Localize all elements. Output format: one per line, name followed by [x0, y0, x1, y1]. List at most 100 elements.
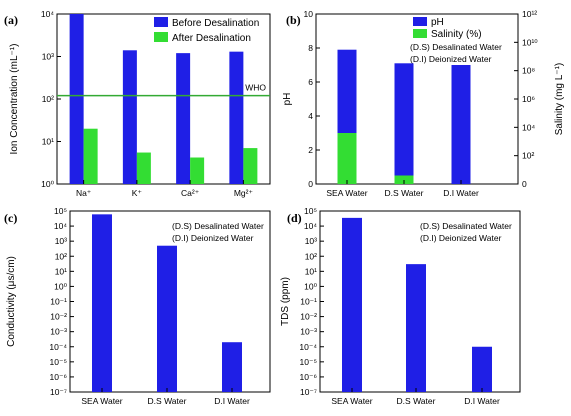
y-tick-label: 10⁻⁷ — [300, 387, 317, 397]
legend-note: (D.I) Deionized Water — [420, 233, 502, 243]
legend-label: Salinity (%) — [431, 29, 482, 40]
chart-c: 10⁻⁷ 10⁻⁶ 10⁻⁵ 10⁻⁴ 10⁻³ 10⁻² 10⁻¹ 10⁰ 10¹ 10² 10³… — [4, 206, 271, 406]
bar-after-3 — [243, 148, 258, 184]
y-tick-label: 10⁻⁵ — [300, 357, 317, 367]
y-axis-label: Conductivity (μs/cm) — [6, 256, 17, 347]
bar-0 — [92, 214, 112, 392]
legend-note: (D.S) Desalinated Water — [410, 42, 502, 52]
y2-tick-label: 10¹² — [522, 9, 537, 19]
legend-note: (D.I) Deionized Water — [410, 54, 492, 64]
y-tick-label: 10⁰ — [304, 281, 317, 291]
y-tick-label: 8 — [308, 43, 313, 53]
legend-swatch — [154, 17, 168, 27]
panel-label: (d) — [287, 211, 302, 225]
y-tick-label: 10⁻² — [50, 312, 67, 322]
x-tick-label: K⁺ — [132, 188, 143, 198]
y-tick-label: 2 — [308, 145, 313, 155]
who-label: WHO — [245, 83, 266, 93]
bar-before-3 — [229, 51, 244, 184]
bar-before-0 — [69, 14, 84, 184]
panel-label: (b) — [286, 13, 301, 27]
y-tick-label: 10⁻⁴ — [49, 342, 67, 352]
x-tick-label: D.S Water — [148, 396, 187, 406]
bar-2 — [222, 342, 242, 392]
y-tick-label: 10⁻¹ — [50, 297, 67, 307]
y-tick-label: 10⁰ — [41, 179, 54, 189]
x-tick-label: Na⁺ — [76, 188, 92, 198]
bar-ph-2 — [451, 65, 471, 184]
y-tick-label: 10¹ — [55, 266, 67, 276]
x-tick-label: D.I Water — [214, 396, 250, 406]
y-axis-label: Salinity (mg L⁻¹) — [554, 63, 565, 136]
y-tick-label: 4 — [308, 111, 313, 121]
y-tick-label: 10³ — [42, 52, 54, 62]
x-tick-label: Mg²⁺ — [234, 188, 254, 198]
y-tick-label: 10⁻⁶ — [300, 372, 317, 382]
x-tick-label: SEA Water — [326, 188, 367, 198]
y-tick-label: 10³ — [55, 236, 67, 246]
panel-label: (c) — [4, 211, 17, 225]
y-tick-label: 10⁻⁴ — [299, 342, 317, 352]
panel-label: (a) — [4, 13, 18, 27]
y-tick-label: 10² — [305, 251, 317, 261]
x-tick-label: Ca²⁺ — [181, 188, 200, 198]
y-tick-label: 0 — [308, 179, 313, 189]
y-tick-label: 10¹ — [42, 137, 54, 147]
bar-after-2 — [190, 157, 205, 184]
bar-before-1 — [122, 50, 137, 185]
legend-swatch — [413, 17, 427, 26]
legend-swatch — [413, 29, 427, 38]
x-tick-label: D.S Water — [385, 188, 424, 198]
y2-tick-label: 10² — [522, 151, 534, 161]
legend-label: pH — [431, 17, 444, 28]
bar-salinity-1 — [394, 175, 414, 184]
y-tick-label: 10 — [304, 9, 314, 19]
x-tick-label: D.S Water — [397, 396, 436, 406]
legend-note: (D.I) Deionized Water — [172, 233, 254, 243]
chart-d: 10⁻⁷ 10⁻⁶ 10⁻⁵ 10⁻⁴ 10⁻³ 10⁻² 10⁻¹ 10⁰ 10¹ 10² 10³… — [280, 206, 521, 406]
x-tick-label: SEA Water — [331, 396, 372, 406]
x-tick-label: D.I Water — [464, 396, 500, 406]
legend-note: (D.S) Desalinated Water — [420, 221, 512, 231]
y-tick-label: 10⁰ — [54, 281, 67, 291]
y-axis-label: TDS (ppm) — [280, 277, 291, 326]
y-tick-label: 10⁵ — [54, 206, 67, 216]
y-tick-label: 10⁻⁶ — [50, 372, 67, 382]
y-tick-label: 10³ — [305, 236, 317, 246]
legend-label: Before Desalination — [172, 18, 259, 29]
y-tick-label: 10⁻⁷ — [50, 387, 67, 397]
x-tick-label: D.I Water — [443, 188, 479, 198]
bar-salinity-0 — [337, 133, 357, 184]
bar-before-2 — [176, 53, 191, 184]
y-tick-label: 10¹ — [305, 266, 317, 276]
legend-label: After Desalination — [172, 33, 251, 44]
x-tick-label: SEA Water — [81, 396, 122, 406]
y-tick-label: 10⁴ — [304, 221, 317, 231]
bar-0 — [342, 217, 362, 392]
y-axis-label: pH — [282, 93, 293, 106]
y-tick-label: 10⁻⁵ — [50, 357, 67, 367]
bar-2 — [472, 346, 492, 392]
bar-after-0 — [83, 128, 98, 184]
chart-a: 10⁰ 10¹ 10² 10³ 10⁴ Na⁺ K⁺ Ca²⁺ Mg²⁺ WHO Before De… — [4, 9, 271, 198]
bar-ph-1 — [394, 63, 414, 184]
y-tick-label: 10⁻¹ — [300, 297, 317, 307]
y2-tick-label: 10⁶ — [522, 94, 535, 104]
y2-tick-label: 0 — [522, 179, 527, 189]
bar-1 — [406, 264, 426, 392]
bar-1 — [157, 245, 177, 392]
y-tick-label: 10⁻² — [300, 312, 317, 322]
legend-note: (D.S) Desalinated Water — [172, 221, 264, 231]
y-tick-label: 10⁻³ — [300, 327, 317, 337]
y2-tick-label: 10¹⁰ — [522, 37, 538, 47]
y-tick-label: 10⁴ — [41, 9, 54, 19]
y2-tick-label: 10⁸ — [522, 66, 535, 76]
y2-tick-label: 10⁴ — [522, 122, 535, 132]
y-axis-label: Ion Concentration (mL⁻¹) — [9, 44, 20, 155]
y-tick-label: 10⁴ — [54, 221, 67, 231]
bar-after-1 — [136, 152, 151, 184]
y-tick-label: 10⁵ — [304, 206, 317, 216]
y-tick-label: 10² — [42, 94, 54, 104]
chart-b: 0 2 4 6 8 10 0 10² 10⁴ 10⁶ 10⁸ 10¹⁰ 10¹² SEA Water D.S… — [282, 9, 565, 198]
